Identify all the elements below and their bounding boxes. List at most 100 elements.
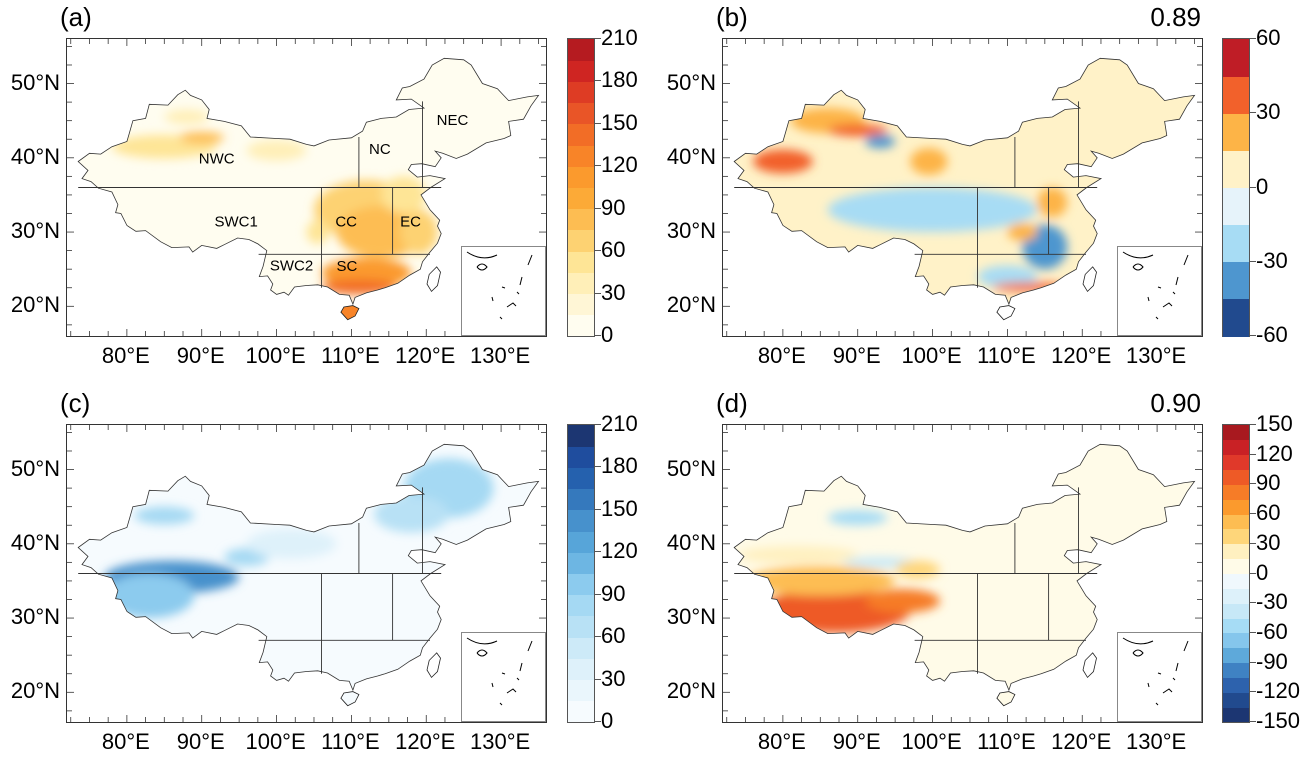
- colorbar-bin: [1223, 484, 1249, 500]
- contour-patch: [246, 528, 337, 559]
- lat-tick-label: 20°N: [666, 678, 716, 704]
- colorbar-bin: [1223, 528, 1249, 545]
- colorbar-tick-label: 90: [601, 580, 626, 606]
- hainan-outline: [996, 305, 1016, 321]
- region-label-swc1: SWC1: [214, 214, 257, 231]
- colorbar-bin: [1223, 39, 1249, 77]
- colorbar-tick-label: 60: [601, 623, 626, 649]
- south-china-sea-inset: [461, 632, 546, 722]
- lat-tick-label: 40°N: [10, 529, 60, 555]
- contour-patch: [134, 506, 195, 525]
- contour-patch: [865, 134, 896, 149]
- lat-tick-label: 40°N: [10, 143, 60, 169]
- colorbar-tick: [1250, 691, 1256, 693]
- contour-patch: [977, 265, 1038, 288]
- map-canvas: [67, 425, 546, 722]
- colorbar-tick: [1250, 513, 1256, 515]
- colorbar-bin: [568, 637, 594, 659]
- colorbar-bin: [1223, 573, 1249, 589]
- colorbar-tick-label: -150: [1256, 708, 1301, 733]
- colorbar-bin: [1223, 469, 1249, 485]
- colorbar-tick-label: 150: [601, 109, 638, 135]
- contour-patch: [321, 279, 397, 295]
- colorbar-bin: [1223, 558, 1249, 574]
- colorbar-bin: [568, 251, 594, 273]
- colorbar-tick-label: 120: [601, 538, 638, 564]
- colorbar-bin: [1223, 454, 1249, 471]
- map-canvas: [723, 425, 1202, 722]
- colorbar-tick-label: 30: [601, 665, 626, 691]
- colorbar-tick-label: 210: [601, 25, 638, 50]
- south-china-sea-inset: [461, 246, 546, 336]
- colorbar-tick: [595, 335, 601, 336]
- contour-patch: [1052, 476, 1143, 522]
- lat-tick-label: 20°N: [10, 292, 60, 318]
- colorbar-tick-label: -30: [1256, 247, 1288, 273]
- lon-tick-label: 100°E: [901, 729, 962, 754]
- panel-label: (a): [60, 2, 92, 32]
- colorbar-tick-label: 0: [601, 708, 614, 733]
- lon-tick-label: 80°E: [757, 729, 806, 754]
- lon-tick-label: 90°E: [832, 343, 881, 368]
- contour-patch: [745, 566, 896, 596]
- colorbar-tick: [595, 678, 601, 680]
- colorbar-bin: [568, 39, 594, 61]
- colorbar: [567, 424, 595, 723]
- colorbar-tick-label: 180: [601, 67, 638, 93]
- lon-tick-label: 90°E: [176, 343, 225, 368]
- colorbar-tick: [1250, 38, 1256, 39]
- colorbar-bin: [568, 208, 594, 231]
- taiwan-outline: [426, 652, 441, 679]
- map-frame: NWC NC NEC SWC1 CC EC SWC2 SC: [66, 38, 547, 337]
- colorbar-tick: [595, 593, 601, 595]
- region-label-swc2: SWC2: [270, 257, 313, 274]
- colorbar-tick-label: 30: [601, 279, 626, 305]
- colorbar-bin: [1223, 618, 1249, 634]
- colorbar-tick-label: 30: [1256, 99, 1281, 125]
- colorbar-bin: [1223, 514, 1249, 530]
- colorbar: [567, 38, 595, 337]
- colorbar-tick-label: -60: [1256, 322, 1288, 347]
- panel-label: (d): [716, 388, 748, 418]
- colorbar-bin: [1223, 298, 1249, 337]
- lat-tick-label: 40°N: [666, 143, 716, 169]
- colorbar-tick: [595, 292, 601, 294]
- lat-tick-label: 40°N: [666, 529, 716, 555]
- contour-patch: [895, 560, 941, 579]
- colorbar-bin: [568, 187, 594, 210]
- colorbar-tick: [1250, 542, 1256, 544]
- colorbar-tick-label: 210: [601, 411, 638, 436]
- lon-tick-label: 130°E: [1126, 343, 1187, 368]
- china-outline: [733, 443, 1196, 692]
- lat-tick-label: 20°N: [10, 678, 60, 704]
- colorbar-bin: [568, 314, 594, 337]
- lon-tick-label: 120°E: [1051, 729, 1112, 754]
- lon-tick-label: 110°E: [321, 729, 380, 754]
- colorbar-tick-label: 0: [1256, 559, 1269, 585]
- colorbar-tick-label: 90: [601, 194, 626, 220]
- lat-tick-label: 50°N: [10, 69, 60, 95]
- contour-patch: [373, 495, 449, 533]
- colorbar-bin: [568, 272, 594, 295]
- colorbar-tick: [595, 636, 601, 638]
- contour-patch: [827, 124, 888, 137]
- colorbar-tick: [595, 721, 601, 722]
- colorbar-tick: [1250, 631, 1256, 633]
- china-outline: [77, 57, 540, 306]
- colorbar-tick: [1250, 453, 1256, 455]
- colorbar-bin: [568, 615, 594, 638]
- colorbar-tick-label: 0: [601, 322, 614, 347]
- colorbar-bin: [568, 552, 594, 574]
- colorbar-tick: [595, 424, 601, 425]
- correlation-value: 0.89: [1150, 2, 1201, 32]
- contour-patch: [164, 109, 210, 125]
- colorbar-bin: [568, 446, 594, 468]
- colorbar-tick: [1250, 186, 1256, 188]
- lat-tick-label: 30°N: [666, 604, 716, 630]
- colorbar-bin: [1223, 76, 1249, 114]
- colorbar-tick-label: 0: [1256, 173, 1269, 199]
- lon-tick-label: 120°E: [1051, 343, 1112, 368]
- contour-patch: [246, 139, 307, 161]
- colorbar-tick-label: -120: [1256, 678, 1301, 704]
- contour-patch: [1037, 187, 1068, 218]
